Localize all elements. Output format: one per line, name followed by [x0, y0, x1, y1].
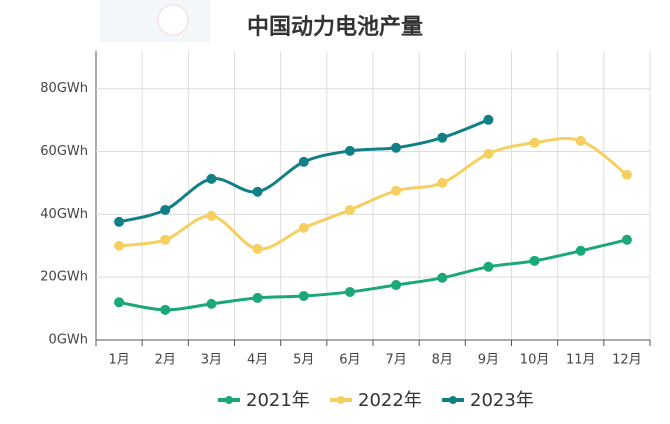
data-point [391, 280, 402, 291]
x-tick-label: 8月 [432, 353, 453, 368]
y-tick-label: 40GWh [40, 207, 88, 222]
data-point [344, 286, 355, 297]
data-point [621, 234, 632, 245]
x-tick-label: 2月 [155, 353, 176, 368]
x-tick-label: 6月 [339, 353, 360, 368]
x-tick-label: 7月 [385, 353, 406, 368]
data-point [160, 304, 171, 315]
x-tick-label: 10月 [520, 353, 550, 368]
data-point [298, 156, 309, 167]
data-point [160, 234, 171, 245]
legend-marker [449, 396, 457, 404]
data-point [621, 169, 632, 180]
data-point [391, 142, 402, 153]
y-tick-label: 0GWh [49, 333, 88, 348]
data-point [206, 298, 217, 309]
x-tick-label: 5月 [293, 353, 314, 368]
logo [157, 4, 189, 36]
legend-label: 2021年 [246, 390, 310, 411]
x-tick-label: 4月 [247, 353, 268, 368]
data-point [206, 210, 217, 221]
x-tick-label: 12月 [612, 353, 642, 368]
x-tick-label: 1月 [108, 353, 129, 368]
data-point [483, 114, 494, 125]
data-point [437, 272, 448, 283]
data-point [344, 204, 355, 215]
data-point [252, 186, 263, 197]
x-tick-label: 9月 [478, 353, 499, 368]
y-tick-label: 20GWh [40, 270, 88, 285]
series-line [118, 118, 489, 224]
chart-title: 中国动力电池产量 [247, 15, 423, 40]
data-point [206, 173, 217, 184]
data-point [298, 291, 309, 302]
data-point [252, 292, 263, 303]
legend-label: 2022年 [358, 390, 422, 411]
data-point [437, 132, 448, 143]
x-tick-label: 11月 [566, 353, 596, 368]
data-point [252, 243, 263, 254]
data-point [344, 145, 355, 156]
data-point [160, 204, 171, 215]
data-point [114, 297, 125, 308]
data-point [483, 261, 494, 272]
x-tick-label: 3月 [201, 353, 222, 368]
data-point [298, 222, 309, 233]
data-point [575, 135, 586, 146]
data-point [114, 240, 125, 251]
data-point [575, 245, 586, 256]
legend-marker [225, 396, 233, 404]
data-point [483, 148, 494, 159]
data-point [529, 255, 540, 266]
data-point [391, 185, 402, 196]
legend-label: 2023年 [470, 390, 534, 411]
data-point [529, 137, 540, 148]
data-point [114, 216, 125, 227]
logo-backdrop [100, 0, 210, 42]
y-tick-label: 80GWh [40, 81, 88, 96]
data-point [437, 177, 448, 188]
y-tick-label: 60GWh [40, 144, 88, 159]
legend-marker [337, 396, 345, 404]
